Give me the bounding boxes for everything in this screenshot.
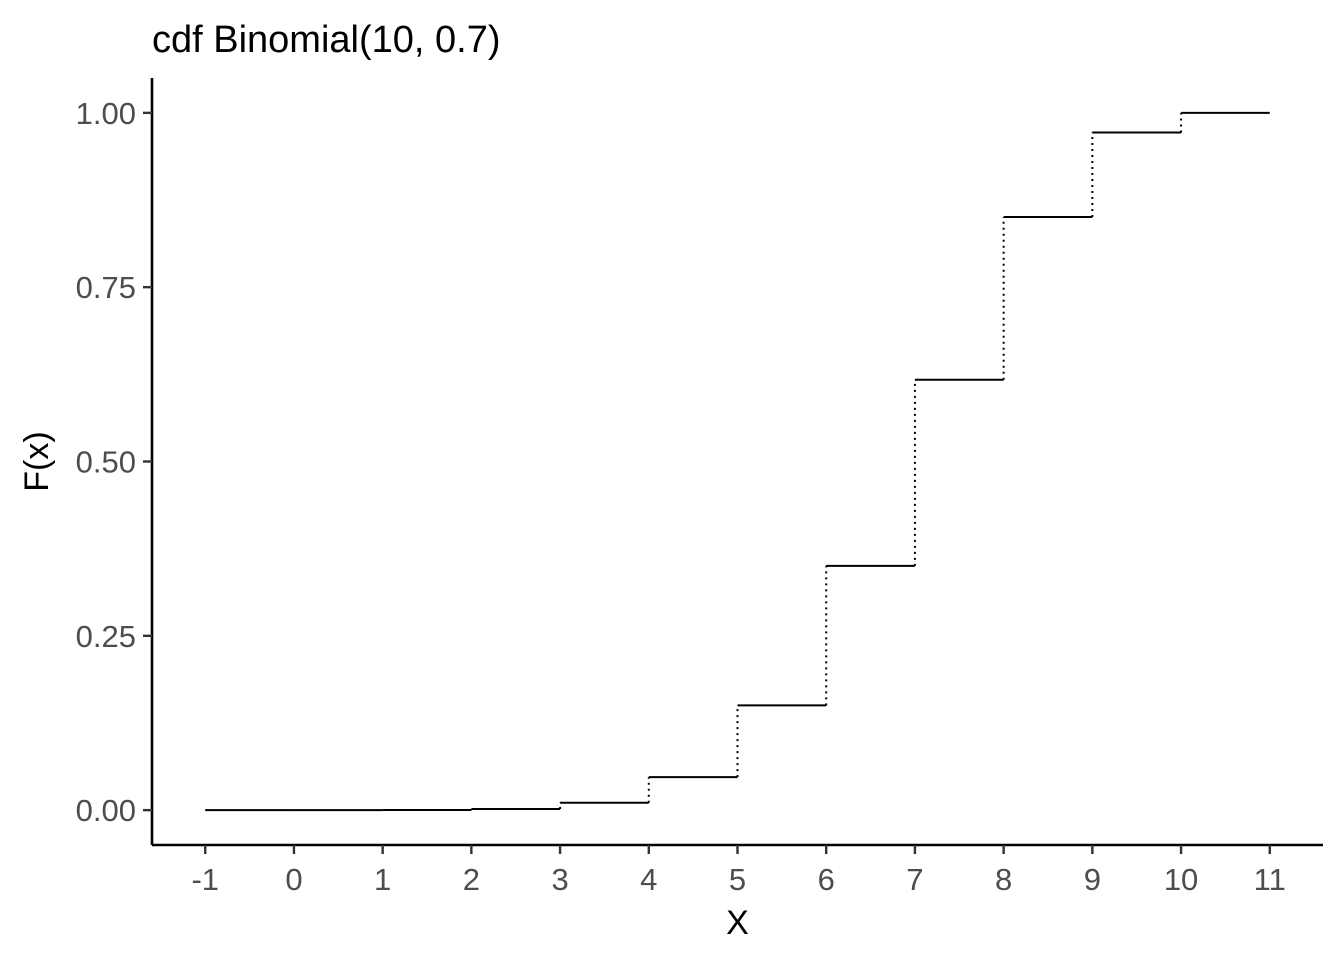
x-tick-label: 8 — [995, 862, 1012, 897]
x-tick-label: 11 — [1254, 862, 1286, 897]
x-tick-label: 1 — [374, 862, 391, 897]
x-tick-label: 2 — [463, 862, 480, 897]
x-tick-label: 9 — [1084, 862, 1101, 897]
x-tick-label: -1 — [191, 862, 219, 897]
y-axis-title: F(x) — [18, 431, 56, 491]
x-axis-ticks: -1 0 1 2 3 4 5 6 7 8 9 10 11 — [191, 845, 1286, 897]
x-axis-title: X — [726, 904, 749, 942]
chart-title: cdf Binomial(10, 0.7) — [152, 19, 501, 61]
y-tick-label: 0.50 — [76, 445, 136, 480]
x-tick-label: 0 — [285, 862, 302, 897]
x-tick-label: 3 — [551, 862, 568, 897]
x-tick-label: 10 — [1164, 862, 1198, 897]
y-tick-label: 0.25 — [76, 619, 136, 654]
x-tick-label: 7 — [906, 862, 923, 897]
x-tick-label: 6 — [818, 862, 835, 897]
y-axis-ticks: 0.00 0.25 0.50 0.75 1.00 — [76, 96, 152, 828]
y-tick-label: 1.00 — [76, 96, 136, 131]
y-tick-label: 0.75 — [76, 270, 136, 305]
plot-area — [205, 111, 1270, 812]
y-tick-label: 0.00 — [76, 793, 136, 828]
x-tick-label: 4 — [640, 862, 657, 897]
x-tick-label: 5 — [729, 862, 746, 897]
